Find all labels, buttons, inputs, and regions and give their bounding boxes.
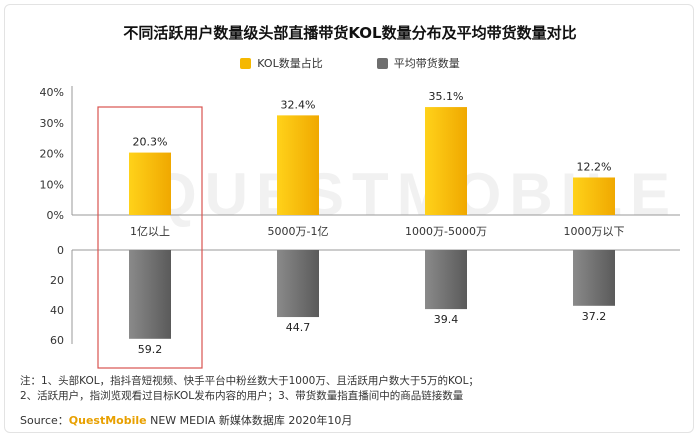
avg-goods-value-label: 37.2	[582, 310, 607, 323]
source-brand: QuestMobile	[68, 414, 147, 427]
avg-goods-bar	[573, 250, 615, 306]
footnote-line-2: 2、活跃用户，指浏览观看过目标KOL发布内容的用户；3、带货数量指直播间中的商品…	[20, 390, 464, 402]
bottom-y-tick-label: 40	[50, 304, 64, 317]
legend: KOL数量占比 平均带货数量	[0, 55, 700, 71]
category-label: 1000万以下	[564, 225, 625, 238]
legend-label-kol-share: KOL数量占比	[257, 57, 323, 70]
legend-item-avg-goods: 平均带货数量	[376, 55, 460, 71]
legend-label-avg-goods: 平均带货数量	[393, 57, 460, 70]
top-y-tick-label: 30%	[40, 117, 64, 130]
bottom-y-tick-label: 20	[50, 274, 64, 287]
legend-swatch-kol-share	[240, 57, 252, 69]
legend-swatch-avg-goods	[376, 57, 388, 69]
avg-goods-value-label: 39.4	[434, 313, 459, 326]
avg-goods-bar	[425, 250, 467, 310]
footnotes: 注：1、头部KOL，指抖音短视频、快手平台中粉丝数大于1000万、且活跃用户数大…	[20, 374, 479, 404]
kol-share-value-label: 12.2%	[577, 160, 612, 173]
top-y-tick-label: 10%	[40, 178, 64, 191]
top-y-tick-label: 40%	[40, 86, 64, 99]
kol-share-bar	[425, 107, 467, 215]
top-y-tick-label: 20%	[40, 148, 64, 161]
bottom-y-tick-label: 0	[57, 244, 64, 257]
top-y-tick-label: 0%	[47, 209, 64, 222]
source-prefix: Source：	[20, 414, 69, 427]
category-label: 5000万-1亿	[268, 225, 329, 238]
kol-share-value-label: 35.1%	[429, 90, 464, 103]
kol-share-bar	[277, 115, 319, 215]
kol-share-value-label: 20.3%	[133, 136, 168, 149]
bottom-y-tick-label: 60	[50, 334, 64, 347]
legend-item-kol-share: KOL数量占比	[240, 55, 323, 71]
kol-share-value-label: 32.4%	[281, 98, 316, 111]
kol-share-bar	[573, 177, 615, 215]
footnote-line-1: 注：1、头部KOL，指抖音短视频、快手平台中粉丝数大于1000万、且活跃用户数大…	[20, 375, 479, 387]
category-label: 1亿以上	[130, 225, 170, 238]
highlight-box	[97, 106, 203, 369]
chart-frame	[4, 4, 694, 433]
source-suffix: NEW MEDIA 新媒体数据库 2020年10月	[146, 414, 353, 427]
avg-goods-bar	[277, 250, 319, 318]
chart-title: 不同活跃用户数量级头部直播带货KOL数量分布及平均带货数量对比	[123, 24, 577, 42]
category-label: 1000万-5000万	[405, 225, 487, 238]
source-line: Source：QuestMobile NEW MEDIA 新媒体数据库 2020…	[20, 412, 352, 428]
avg-goods-bar	[129, 250, 171, 339]
avg-goods-value-label: 44.7	[286, 321, 311, 334]
avg-goods-value-label: 59.2	[138, 343, 163, 356]
kol-share-bar	[129, 152, 171, 215]
